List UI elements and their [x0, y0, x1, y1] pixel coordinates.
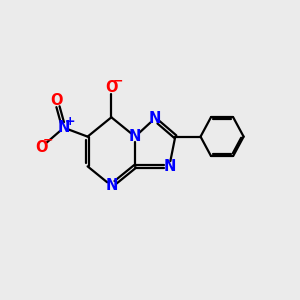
Text: −: − — [43, 134, 53, 147]
Text: −: − — [113, 74, 123, 88]
Text: N: N — [163, 159, 176, 174]
Text: N: N — [129, 129, 141, 144]
Text: N: N — [58, 120, 70, 135]
Text: +: + — [65, 115, 76, 128]
Text: O: O — [105, 80, 118, 95]
Text: N: N — [105, 178, 118, 193]
Text: O: O — [35, 140, 48, 154]
Text: O: O — [50, 94, 63, 109]
Text: N: N — [148, 111, 160, 126]
